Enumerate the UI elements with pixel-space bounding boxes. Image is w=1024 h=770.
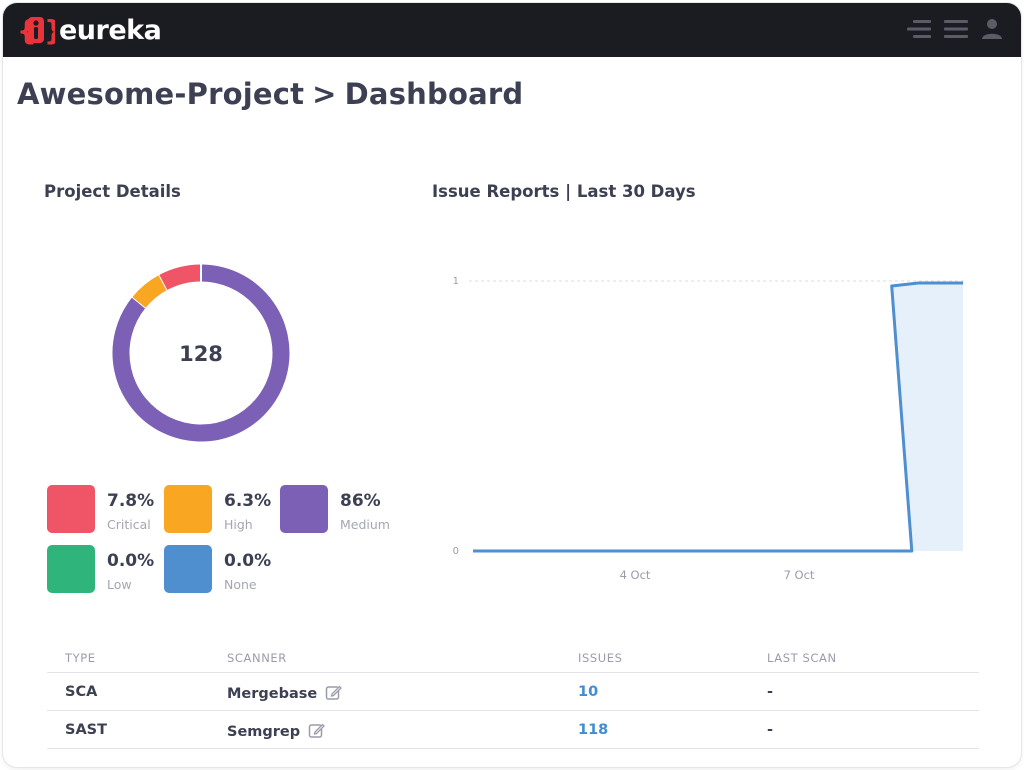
top-navbar: { } eureka xyxy=(3,3,1021,57)
scanners-table: TYPE SCANNER ISSUES LAST SCAN SCA Mergeb… xyxy=(47,643,979,749)
legend-high: 6.3% High xyxy=(164,485,284,535)
chart-area-fill xyxy=(891,283,963,551)
svg-text:}: } xyxy=(44,14,55,47)
none-label: None xyxy=(224,577,257,592)
table-row: SCA Mergebase 10 - xyxy=(47,673,979,711)
row-last-scan: - xyxy=(767,684,774,700)
medium-label: Medium xyxy=(340,517,390,532)
critical-swatch xyxy=(47,485,95,533)
issue-reports-chart: 1 0 4 Oct 7 Oct xyxy=(453,276,965,582)
row-scanner: Mergebase xyxy=(227,684,343,702)
row-type: SCA xyxy=(65,684,98,700)
donut-segment-medium[interactable] xyxy=(112,264,290,442)
donut-segment-high[interactable] xyxy=(132,274,168,309)
scanner-name: Semgrep xyxy=(227,724,301,740)
user-icon[interactable] xyxy=(981,17,1003,41)
menu-collapse-icon[interactable] xyxy=(905,17,931,41)
none-swatch xyxy=(164,545,212,593)
chart-series-line xyxy=(473,281,963,553)
column-header-type: TYPE xyxy=(65,651,96,665)
legend-none: 0.0% None xyxy=(164,545,284,595)
high-percent: 6.3% xyxy=(224,491,272,511)
brand-name: eureka xyxy=(59,14,162,46)
y-tick-label: 0 xyxy=(453,546,459,557)
legend-low: 0.0% Low xyxy=(47,545,167,595)
app-window: { } eureka A xyxy=(3,3,1021,767)
row-type: SAST xyxy=(65,722,107,738)
table-row: SAST Semgrep 118 - xyxy=(47,711,979,749)
medium-percent: 86% xyxy=(340,491,381,511)
issue-reports-title: Issue Reports | Last 30 Days xyxy=(432,182,696,201)
topbar-actions xyxy=(905,17,1003,41)
critical-percent: 7.8% xyxy=(107,491,155,511)
legend-critical: 7.8% Critical xyxy=(47,485,167,535)
eureka-logo-mark-icon: { } xyxy=(17,14,55,47)
project-details-title: Project Details xyxy=(44,182,181,201)
total-issues-count: 128 xyxy=(179,342,223,366)
breadcrumb-page: Dashboard xyxy=(344,77,524,111)
row-scanner: Semgrep xyxy=(227,722,326,740)
high-label: High xyxy=(224,517,253,532)
low-swatch xyxy=(47,545,95,593)
column-header-issues: ISSUES xyxy=(578,651,623,665)
breadcrumb-project[interactable]: Awesome-Project xyxy=(17,77,305,111)
edit-icon[interactable] xyxy=(325,684,343,701)
column-header-last-scan: LAST SCAN xyxy=(767,651,837,665)
breadcrumb-title: Awesome-Project > Dashboard xyxy=(17,77,523,111)
medium-swatch xyxy=(280,485,328,533)
column-header-scanner: SCANNER xyxy=(227,651,287,665)
critical-label: Critical xyxy=(107,517,151,532)
x-tick-label: 4 Oct xyxy=(620,568,651,582)
x-tick-label: 7 Oct xyxy=(784,568,815,582)
hamburger-menu-icon[interactable] xyxy=(943,17,969,41)
eureka-logo[interactable]: { } eureka xyxy=(17,13,162,47)
low-percent: 0.0% xyxy=(107,551,155,571)
row-last-scan: - xyxy=(767,722,774,738)
breadcrumb-separator: > xyxy=(312,77,337,111)
row-issues-link[interactable]: 118 xyxy=(578,722,609,738)
severity-donut-chart: 128 xyxy=(112,263,290,442)
none-percent: 0.0% xyxy=(224,551,272,571)
low-label: Low xyxy=(107,577,132,592)
table-header: TYPE SCANNER ISSUES LAST SCAN xyxy=(47,643,979,673)
donut-segment-critical[interactable] xyxy=(159,264,202,291)
scanner-name: Mergebase xyxy=(227,686,318,702)
y-tick-label: 1 xyxy=(453,276,459,287)
edit-icon[interactable] xyxy=(308,722,326,739)
row-issues-link[interactable]: 10 xyxy=(578,684,599,700)
high-swatch xyxy=(164,485,212,533)
legend-medium: 86% Medium xyxy=(280,485,400,535)
